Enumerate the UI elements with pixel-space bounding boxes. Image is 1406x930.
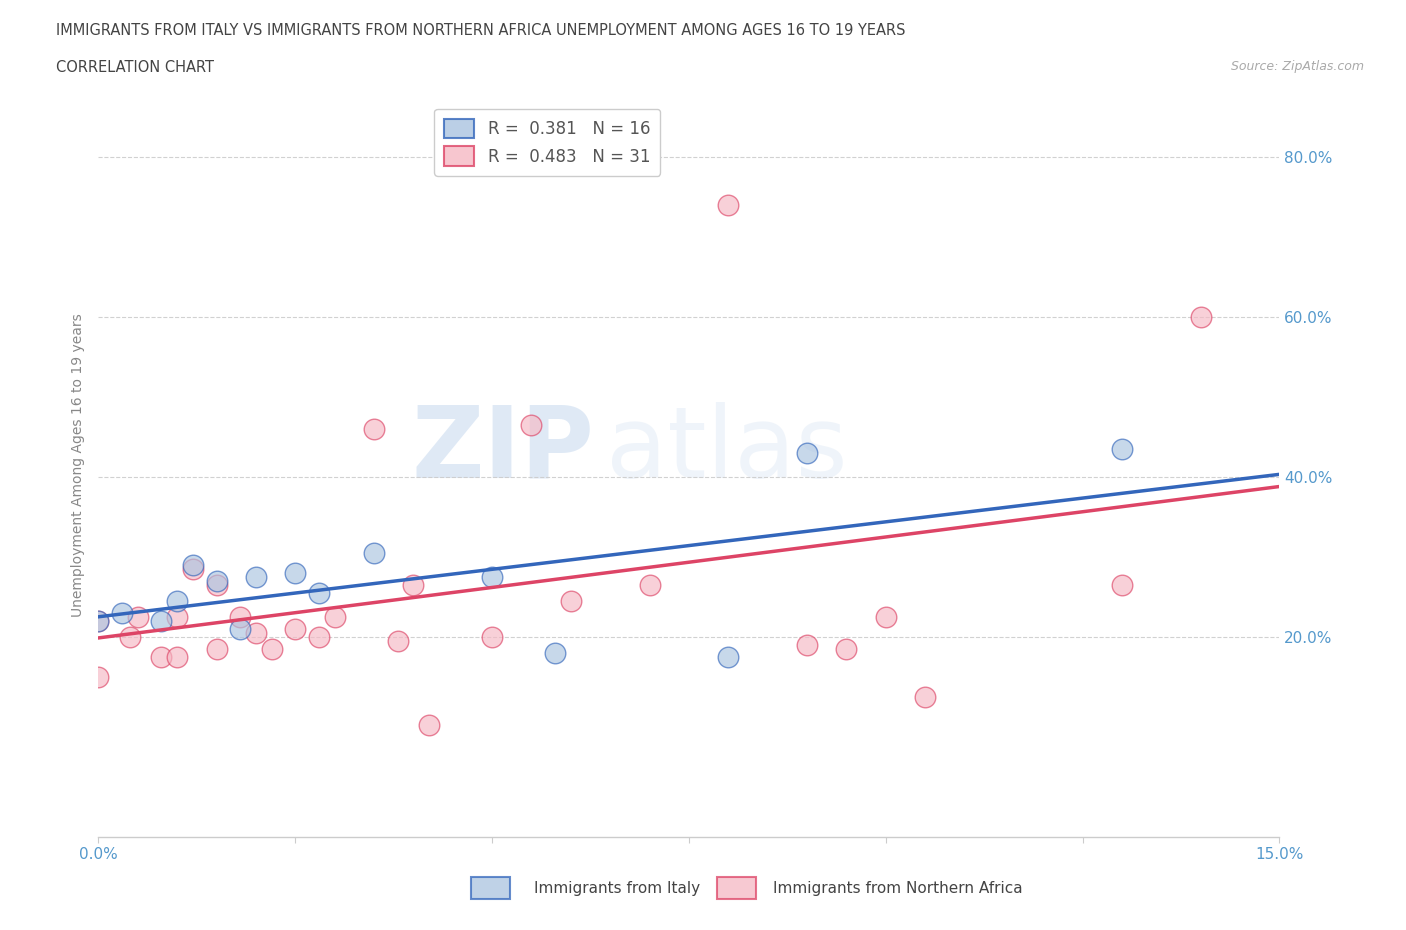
Point <box>245 569 267 584</box>
Text: Immigrants from Italy: Immigrants from Italy <box>534 881 700 896</box>
Point <box>387 633 409 648</box>
Point <box>150 614 173 629</box>
Point <box>181 562 204 577</box>
Point <box>560 593 582 608</box>
Point <box>796 638 818 653</box>
Point <box>323 609 346 624</box>
Point <box>308 630 330 644</box>
Point <box>363 546 385 561</box>
Point <box>717 649 740 664</box>
Point <box>260 642 283 657</box>
Text: Immigrants from Northern Africa: Immigrants from Northern Africa <box>773 881 1024 896</box>
Text: Source: ZipAtlas.com: Source: ZipAtlas.com <box>1230 60 1364 73</box>
Point <box>166 609 188 624</box>
Point <box>181 558 204 573</box>
Text: atlas: atlas <box>606 402 848 498</box>
Point <box>87 614 110 629</box>
Point <box>796 445 818 460</box>
Point <box>308 586 330 601</box>
Point <box>229 609 252 624</box>
Point <box>1111 442 1133 457</box>
Text: CORRELATION CHART: CORRELATION CHART <box>56 60 214 75</box>
Point <box>363 421 385 436</box>
Point <box>875 609 897 624</box>
Point <box>205 642 228 657</box>
Point <box>418 718 440 733</box>
Point <box>205 574 228 589</box>
Point <box>205 578 228 592</box>
Point <box>638 578 661 592</box>
Point <box>87 614 110 629</box>
Point <box>1189 310 1212 325</box>
Point <box>402 578 425 592</box>
Point <box>118 630 141 644</box>
Point <box>835 642 858 657</box>
Point <box>284 621 307 636</box>
Point <box>284 565 307 580</box>
Point <box>127 609 149 624</box>
Text: IMMIGRANTS FROM ITALY VS IMMIGRANTS FROM NORTHERN AFRICA UNEMPLOYMENT AMONG AGES: IMMIGRANTS FROM ITALY VS IMMIGRANTS FROM… <box>56 23 905 38</box>
Legend: R =  0.381   N = 16, R =  0.483   N = 31: R = 0.381 N = 16, R = 0.483 N = 31 <box>434 109 661 176</box>
Point <box>1111 578 1133 592</box>
Point <box>544 645 567 660</box>
Point <box>166 649 188 664</box>
Point <box>166 593 188 608</box>
Point <box>520 418 543 432</box>
Point <box>245 626 267 641</box>
Point <box>481 630 503 644</box>
Point <box>150 649 173 664</box>
Point <box>717 197 740 212</box>
Point <box>914 689 936 704</box>
Point <box>111 605 134 620</box>
Point <box>229 621 252 636</box>
Point <box>87 670 110 684</box>
Text: ZIP: ZIP <box>412 402 595 498</box>
Y-axis label: Unemployment Among Ages 16 to 19 years: Unemployment Among Ages 16 to 19 years <box>72 313 86 617</box>
Point <box>481 569 503 584</box>
